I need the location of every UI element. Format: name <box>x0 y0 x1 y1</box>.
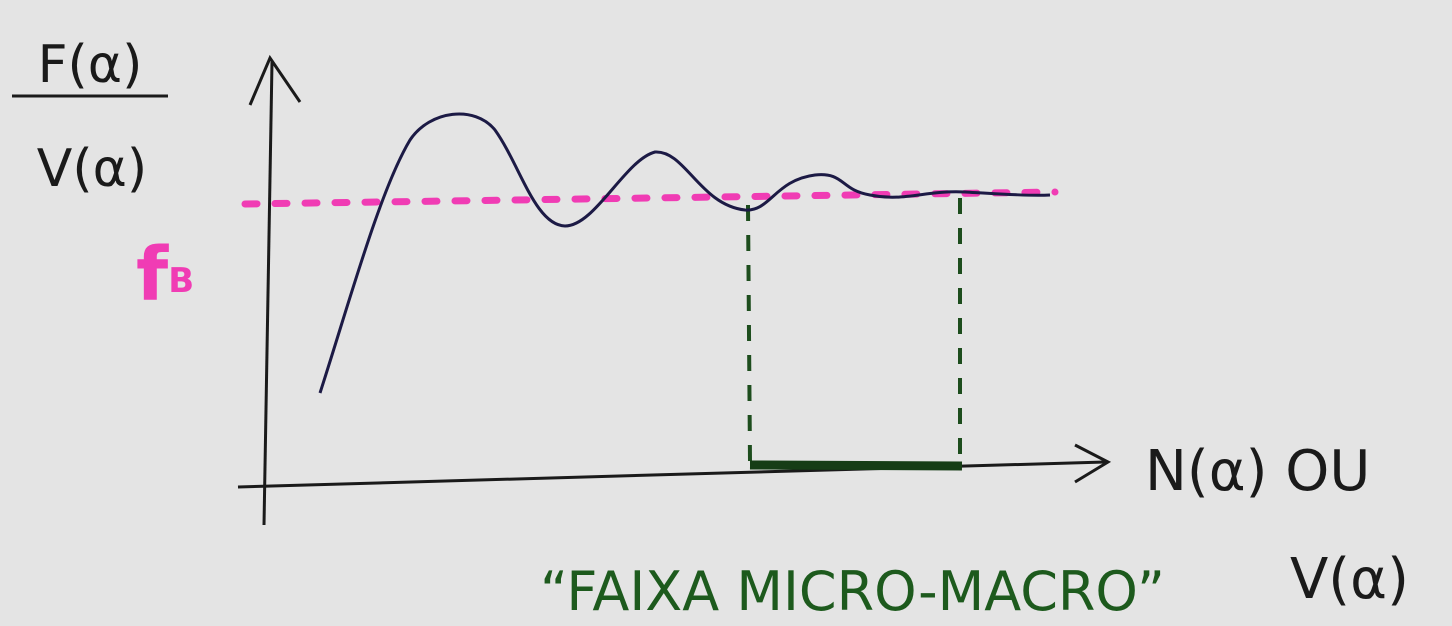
range-label: “FAIXA MICRO-MACRO” <box>540 560 1165 623</box>
x-label-line2: V(α) <box>1290 547 1409 612</box>
y-label-denominator: V(α) <box>37 139 147 199</box>
x-label-line1: N(α) OU <box>1145 439 1370 504</box>
background <box>0 0 1452 626</box>
range-bar <box>750 465 962 466</box>
reference-symbol: f <box>136 232 169 318</box>
reference-subscript: B <box>168 261 194 301</box>
y-label-numerator: F(α) <box>38 35 143 95</box>
diagram: F(α) V(α) fB N(α) OU V(α) “FAIXA MICRO-M… <box>0 0 1452 626</box>
range-start-line <box>748 205 750 462</box>
